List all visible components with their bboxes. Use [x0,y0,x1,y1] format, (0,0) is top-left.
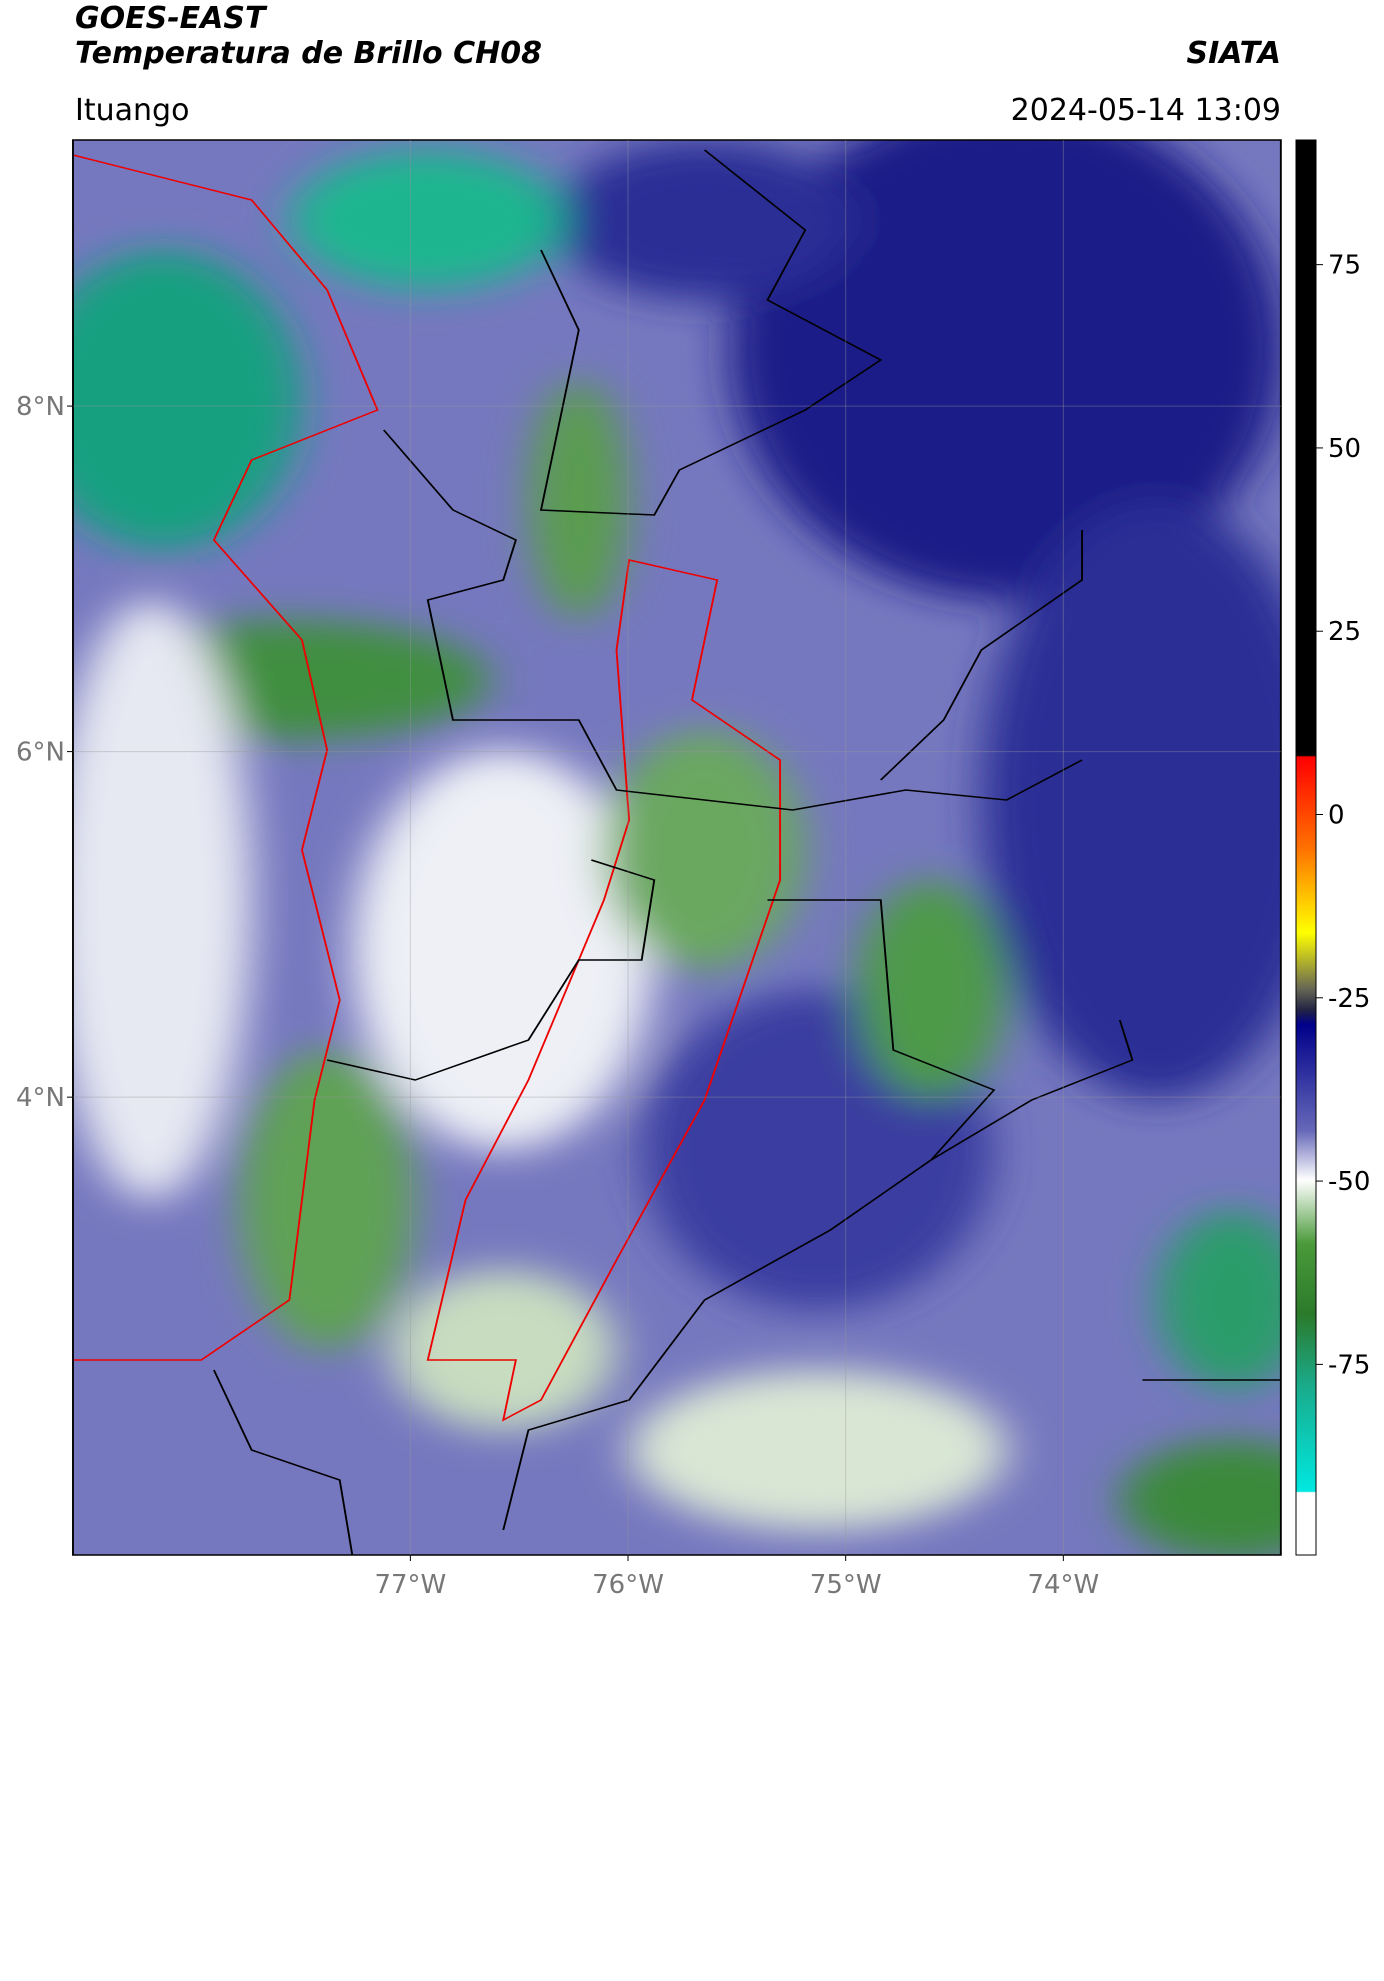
lat-label: 4°N [16,1083,65,1113]
colorbar-label: -50 [1328,1167,1370,1197]
colorbar-label: 0 [1328,801,1345,831]
colorbar-label: 50 [1328,434,1361,464]
lon-label: 77°W [374,1570,446,1600]
lon-label: 76°W [592,1570,664,1600]
colorbar-label: -75 [1328,1350,1370,1380]
location: Ituango [75,93,189,128]
lat-label: 8°N [16,392,65,422]
satellite: GOES-EAST [75,1,268,36]
map-image [72,139,1282,1556]
lon-label: 75°W [810,1570,882,1600]
org: SIATA [1187,36,1281,71]
colorbar-label: -25 [1328,984,1370,1014]
colorbar [1295,139,1317,1556]
datetime: 2024-05-14 13:09 [1011,93,1281,128]
product: Temperatura de Brillo CH08 [75,36,542,71]
lon-label: 74°W [1027,1570,1099,1600]
colorbar-label: 75 [1328,251,1361,281]
colorbar-label: 25 [1328,617,1361,647]
lat-label: 6°N [16,738,65,768]
